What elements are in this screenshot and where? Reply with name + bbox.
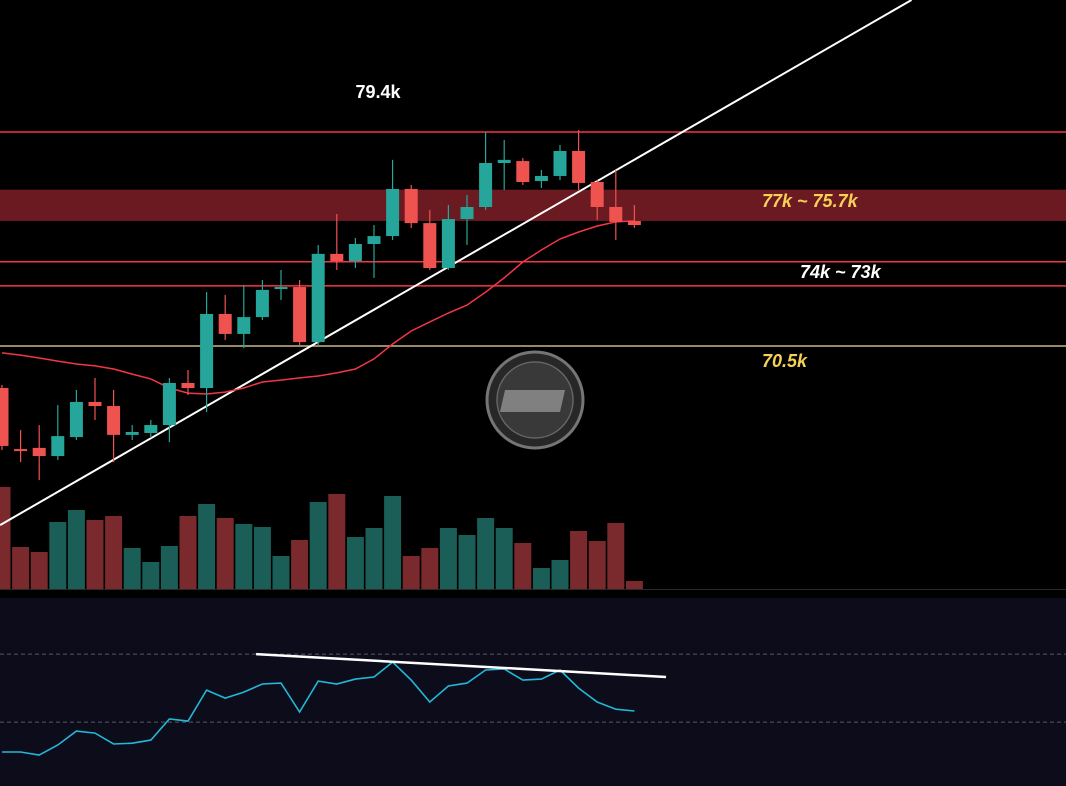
volume-bar: [495, 528, 513, 589]
watermark: [485, 350, 585, 450]
candle-body: [386, 188, 400, 237]
candle-body: [441, 219, 455, 269]
volume-bar: [86, 520, 104, 589]
candle-body: [144, 425, 158, 433]
candle-body: [69, 401, 83, 438]
rsi-line: [2, 661, 635, 756]
candle-body: [88, 401, 102, 407]
level-label: 74k ~ 73k: [800, 262, 882, 282]
volume-bar: [365, 528, 383, 589]
level-label: 70.5k: [762, 351, 808, 371]
candle-body: [293, 287, 307, 343]
volume-bar: [123, 548, 141, 589]
candle-body: [516, 161, 530, 182]
candle-body: [572, 150, 586, 183]
volume-bar: [346, 537, 364, 589]
volume-bar: [291, 540, 309, 589]
volume-bar: [0, 487, 11, 589]
volume-bar: [67, 510, 85, 589]
candle-body: [162, 382, 176, 426]
volume-bar: [160, 546, 178, 589]
volume-bar: [532, 568, 550, 589]
volume-bar: [216, 518, 234, 589]
volume-bar: [272, 556, 290, 589]
volume-bar: [458, 535, 476, 589]
level-band: [0, 189, 1066, 221]
volume-bar: [49, 522, 67, 589]
volume-bar: [477, 518, 495, 589]
volume-bar: [402, 556, 420, 589]
volume-bar: [421, 548, 439, 589]
candle-body: [200, 313, 214, 389]
candle-body: [255, 289, 269, 318]
volume-bar: [179, 516, 197, 589]
volume-bar: [570, 531, 588, 589]
rsi-panel: [0, 598, 1066, 786]
volume-bar: [607, 523, 625, 589]
candle-body: [51, 436, 65, 457]
volume-bar: [514, 543, 532, 589]
candle-body: [367, 236, 381, 245]
volume-bar: [198, 504, 216, 589]
candle-body: [497, 159, 511, 163]
volume-bar: [439, 528, 457, 589]
candle-body: [311, 253, 325, 343]
volume-bar: [12, 547, 30, 589]
volume-bar: [588, 541, 606, 589]
candle-body: [423, 223, 437, 269]
candle-body: [404, 188, 418, 224]
candle-body: [553, 150, 567, 176]
candle-body: [479, 162, 493, 207]
volume-bar: [105, 516, 123, 589]
candle-body: [609, 206, 623, 222]
candle-body: [534, 175, 548, 182]
candle-body: [218, 313, 232, 334]
candle-body: [125, 432, 139, 435]
volume-bar: [625, 581, 643, 589]
candle-body: [330, 253, 344, 262]
trendline: [0, 0, 912, 526]
candle-body: [107, 406, 121, 435]
volume-bar: [309, 502, 327, 589]
candle-body: [32, 447, 46, 457]
moving-average: [1, 220, 635, 395]
candle-body: [627, 220, 641, 226]
volume-bar: [551, 560, 569, 589]
volume-bar: [142, 562, 160, 589]
volume-bar: [30, 552, 48, 589]
candle-body: [0, 388, 9, 446]
level-label: 77k ~ 75.7k: [762, 191, 859, 211]
level-label: 79.4k: [355, 82, 401, 102]
candle-body: [348, 244, 362, 262]
rsi-trendline: [256, 652, 667, 679]
volume-bar: [253, 527, 271, 589]
candle-body: [181, 382, 195, 389]
candle-body: [274, 287, 288, 290]
candle-body: [14, 449, 28, 452]
candle-body: [237, 317, 251, 334]
candle-body: [590, 181, 604, 207]
volume-bar: [328, 494, 346, 589]
candle-body: [460, 206, 474, 220]
volume-bar: [235, 524, 253, 589]
volume-bar: [384, 496, 402, 589]
